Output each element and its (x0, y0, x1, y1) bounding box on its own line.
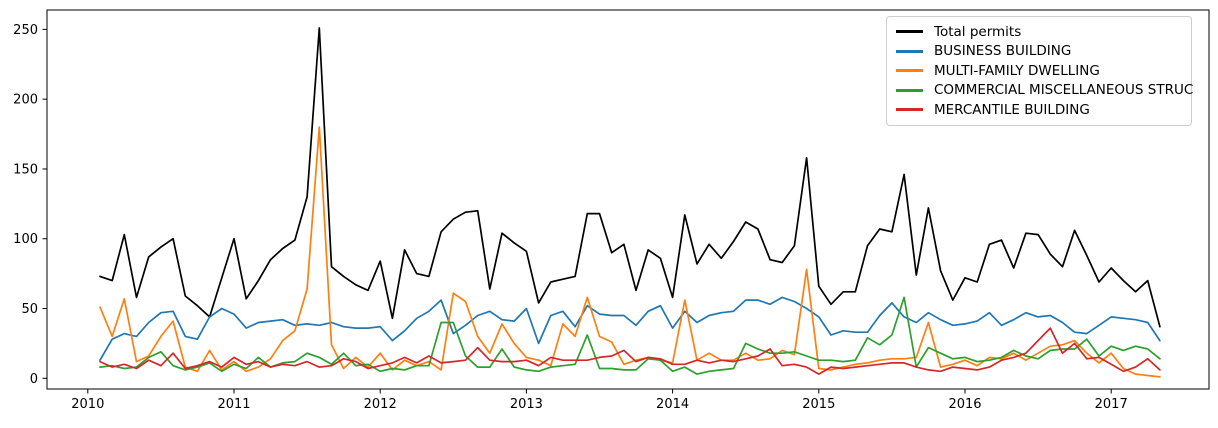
legend-item: COMMERCIAL MISCELLANEOUS STRUC (896, 81, 1193, 101)
series-line-business-building (99, 296, 1161, 362)
y-tick-label: 150 (13, 162, 38, 177)
legend-line-swatch (896, 49, 923, 53)
legend-label: COMMERCIAL MISCELLANEOUS STRUC (934, 82, 1194, 99)
legend-line-swatch (896, 30, 923, 34)
x-tick-label: 2012 (364, 397, 397, 412)
series-line-total-permits (99, 27, 1161, 328)
legend-item: BUSINESS BUILDING (896, 42, 1185, 62)
y-tick-label: 100 (13, 232, 38, 247)
x-tick-label: 2016 (948, 397, 981, 412)
y-tick-label: 200 (13, 93, 38, 108)
x-tick-label: 2017 (1095, 397, 1128, 412)
legend-label: BUSINESS BUILDING (934, 43, 1072, 60)
legend-line-swatch (896, 88, 923, 92)
y-tick-label: 250 (13, 23, 38, 38)
legend-line-swatch (896, 108, 923, 112)
legend-label: Total permits (934, 23, 1022, 40)
x-tick-label: 2010 (71, 397, 104, 412)
legend-item: MULTI-FAMILY DWELLING (896, 61, 1185, 81)
x-tick-label: 2011 (217, 397, 250, 412)
legend-line-swatch (896, 69, 923, 73)
x-tick-label: 2015 (802, 397, 835, 412)
chart-legend: Total permits BUSINESS BUILDING MULTI-FAMI… (886, 16, 1193, 126)
x-tick-label: 2013 (510, 397, 543, 412)
x-tick-label: 2014 (656, 397, 689, 412)
y-tick-label: 50 (21, 302, 38, 317)
y-tick-label: 0 (30, 372, 38, 387)
legend-label: MERCANTILE BUILDING (934, 101, 1090, 118)
legend-item: MERCANTILE BUILDING (896, 100, 1185, 120)
legend-item: Total permits (896, 22, 1185, 42)
legend-label: MULTI-FAMILY DWELLING (934, 62, 1100, 79)
series-line-mercantile-building (99, 327, 1161, 375)
